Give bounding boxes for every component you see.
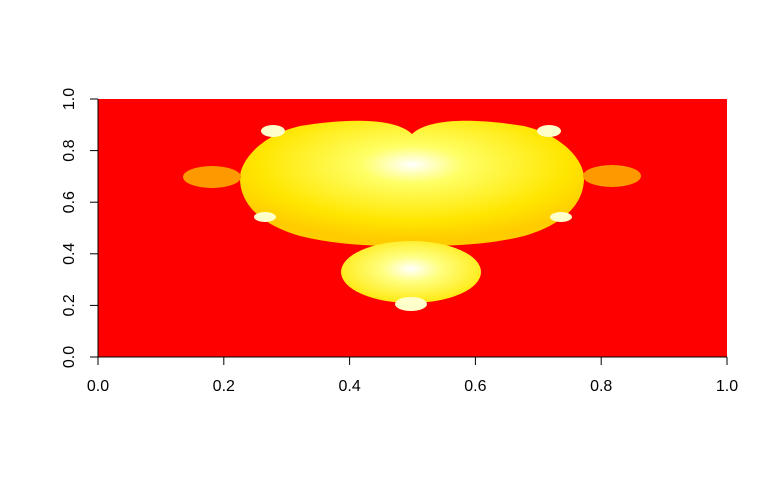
top-left-bulb — [261, 125, 285, 137]
x-tick-label: 0.8 — [590, 378, 612, 395]
left-bulb — [183, 166, 241, 188]
bottom-left-bulb — [254, 212, 276, 222]
x-tick-label: 0.6 — [464, 378, 486, 395]
y-tick-label: 1.0 — [61, 88, 78, 110]
x-tick-label: 0.4 — [338, 378, 360, 395]
y-tick-label: 0.8 — [61, 139, 78, 161]
x-tick-label: 1.0 — [716, 378, 738, 395]
y-tick-label: 0.2 — [61, 294, 78, 316]
x-tick-label: 0.0 — [87, 378, 109, 395]
top-right-bulb — [537, 125, 561, 137]
y-tick-label: 0.4 — [61, 243, 78, 265]
main-cardioid — [240, 120, 584, 246]
x-axis-ticks: 0.0 0.2 0.4 0.6 0.8 1.0 — [87, 357, 738, 395]
right-bulb — [583, 165, 641, 187]
lower-bulb — [341, 241, 481, 303]
bottom-tiny-bulb — [395, 297, 427, 311]
bottom-right-bulb — [550, 212, 572, 222]
x-tick-label: 0.2 — [213, 378, 235, 395]
y-tick-label: 0.0 — [61, 346, 78, 368]
y-tick-label: 0.6 — [61, 191, 78, 213]
y-axis-ticks: 0.0 0.2 0.4 0.6 0.8 1.0 — [61, 88, 98, 368]
